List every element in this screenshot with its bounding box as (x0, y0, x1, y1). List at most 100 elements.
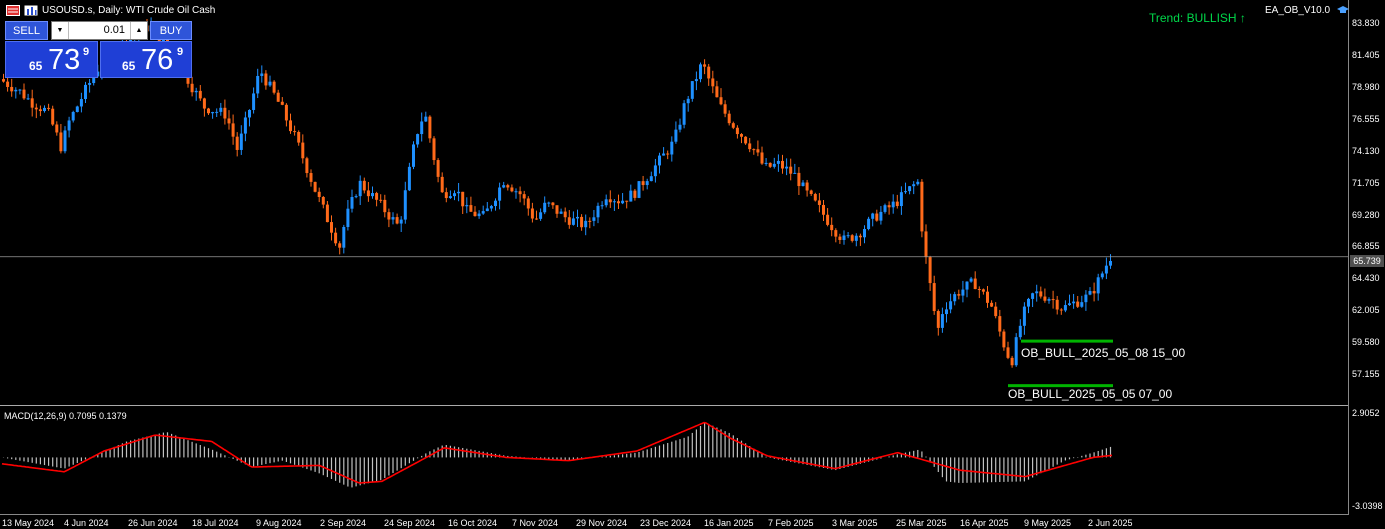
lot-size-field[interactable]: ▼ 0.01 ▲ (51, 21, 148, 40)
candle-bull (407, 166, 411, 191)
candle-bear (981, 289, 985, 292)
candle-bear (756, 149, 760, 153)
candle-bull (543, 202, 547, 213)
candle-bear (1059, 309, 1063, 311)
candle-bear (551, 202, 555, 206)
candle-bear (781, 160, 784, 169)
lot-size-value[interactable]: 0.01 (103, 24, 125, 36)
candle-bear (1076, 301, 1080, 307)
candle-bear (563, 211, 567, 218)
candle-bear (723, 104, 727, 114)
candle-bear (334, 232, 338, 244)
candle-bull (358, 180, 362, 197)
date-axis-label: 13 May 2024 (2, 518, 55, 528)
candle-bull (1014, 337, 1018, 366)
candle-bear (850, 235, 854, 241)
candle-bear (317, 191, 321, 197)
candle-bear (986, 291, 989, 303)
candle-bear (383, 199, 387, 213)
candle-bear (30, 98, 34, 108)
candle-bear (526, 198, 530, 209)
candle-bear (227, 118, 231, 124)
candle-bear (838, 236, 842, 240)
candle-bear (55, 124, 59, 133)
candle-bull (219, 107, 223, 112)
candle-bear (309, 173, 313, 182)
price-axis-label: 71.705 (1352, 178, 1380, 188)
macd-signal-line (1, 421, 1113, 484)
candle-bull (350, 196, 354, 209)
date-axis-label: 25 Mar 2025 (896, 518, 947, 528)
candle-bull (84, 84, 87, 100)
chart-type-icon[interactable] (24, 5, 38, 16)
trend-label: Trend: BULLISH ↑ (1149, 11, 1246, 25)
candle-bear (744, 136, 748, 144)
candle-bear (366, 190, 370, 197)
candle-bear (284, 104, 288, 121)
date-axis-label: 26 Jun 2024 (128, 518, 178, 528)
lot-decrease-icon[interactable]: ▼ (52, 22, 69, 39)
candle-bear (264, 73, 268, 86)
candle-bear (887, 205, 891, 208)
candle-bear (436, 160, 440, 177)
candle-bull (854, 235, 858, 241)
candle-bull (371, 193, 374, 197)
buy-button[interactable]: BUY (150, 21, 192, 40)
candle-bull (1035, 291, 1039, 294)
lot-increase-icon[interactable]: ▲ (130, 22, 147, 39)
candle-bull (346, 208, 350, 227)
candle-bear (990, 302, 994, 307)
menu-icon[interactable] (6, 4, 20, 16)
buy-price-big: 76 (141, 44, 174, 76)
candle-bear (207, 108, 210, 114)
sell-price-quote[interactable]: 65 73 9 (5, 41, 98, 78)
candle-bear (235, 136, 239, 150)
date-axis-label: 7 Feb 2025 (768, 518, 814, 528)
candle-bear (805, 182, 809, 191)
candle-bear (797, 172, 801, 187)
candle-bear (444, 192, 448, 199)
candle-bull (1027, 298, 1030, 307)
date-axis-label: 16 Oct 2024 (448, 518, 498, 528)
candle-bear (813, 193, 817, 201)
candle-bear (711, 78, 715, 87)
sell-button[interactable]: SELL (5, 21, 48, 40)
candle-bear (276, 92, 280, 102)
candle-bear (432, 138, 436, 161)
candle-bull (658, 155, 661, 166)
candle-bear (1006, 347, 1010, 358)
candle-bull (863, 229, 866, 238)
candle-bull (1080, 302, 1084, 307)
candle-bull (953, 294, 957, 302)
date-axis-label: 4 Jun 2024 (64, 518, 109, 528)
candle-bull (871, 213, 875, 219)
price-axis-label: 69.280 (1352, 210, 1380, 220)
candle-bull (793, 172, 797, 174)
candle-bull (539, 212, 543, 219)
candle-bull (14, 89, 18, 92)
candle-bear (51, 108, 55, 125)
candle-bear (817, 200, 821, 205)
candle-bear (379, 199, 383, 201)
candle-bear (895, 201, 899, 207)
candle-bear (22, 89, 26, 99)
candle-bull (260, 73, 264, 76)
candle-bull (629, 190, 633, 202)
date-axis-label: 7 Nov 2024 (512, 518, 559, 528)
candle-bull (67, 120, 71, 131)
candle-bear (707, 66, 711, 79)
candle-bear (715, 86, 719, 98)
pane-separator[interactable] (0, 405, 1348, 406)
candle-bear (932, 283, 936, 312)
date-axis-label: 2 Jun 2025 (1088, 518, 1133, 528)
order-block-label: OB_BULL_2025_05_05 07_00 (1008, 387, 1173, 401)
candle-bull (1088, 291, 1092, 295)
candle-bear (59, 132, 63, 152)
candle-bull (621, 200, 625, 204)
candle-bull (600, 205, 604, 207)
candle-bull (694, 79, 698, 82)
candle-bear (428, 116, 432, 139)
candle-bear (313, 181, 317, 192)
buy-price-quote[interactable]: 65 76 9 (100, 41, 192, 78)
